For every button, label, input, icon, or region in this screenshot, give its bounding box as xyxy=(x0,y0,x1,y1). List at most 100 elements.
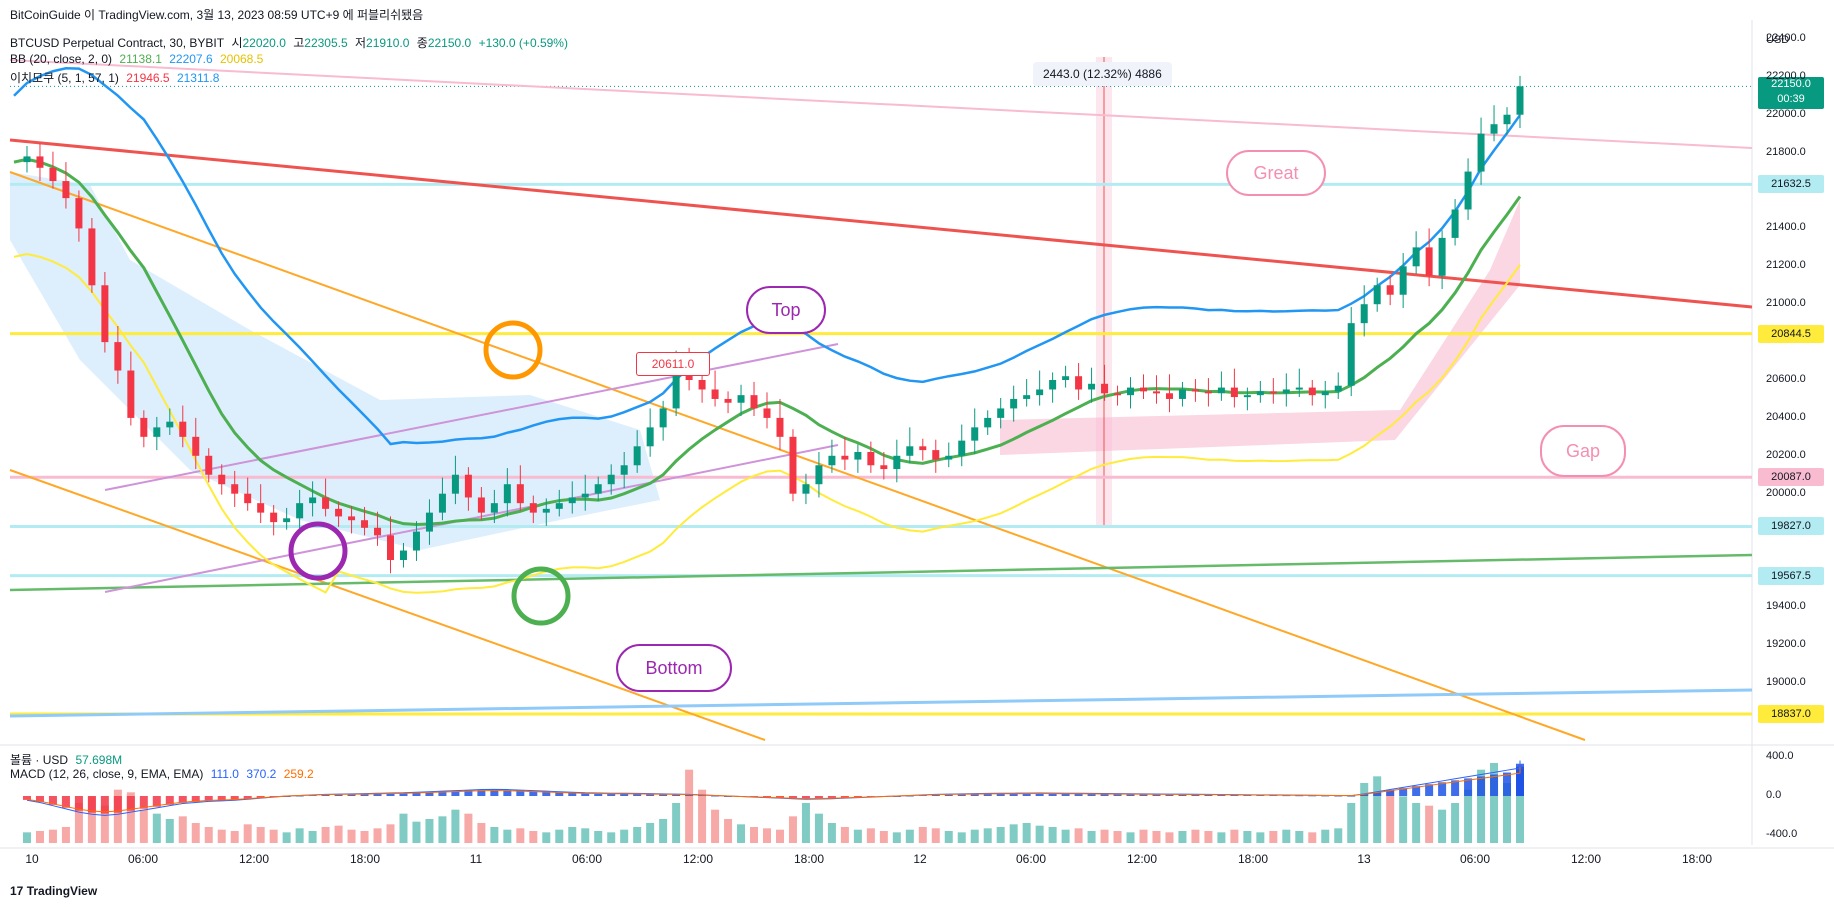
macd-histogram-bar xyxy=(139,796,148,809)
candle-body xyxy=(750,395,758,409)
candle-body xyxy=(607,474,615,485)
volume-bar xyxy=(788,816,797,843)
volume-bar xyxy=(74,803,83,843)
bb-lower-value: 20068.5 xyxy=(219,52,264,66)
macd-histogram-bar xyxy=(1204,794,1213,796)
candle-body xyxy=(477,497,485,513)
price-badge[interactable]: 22150.0 00:39 xyxy=(1758,77,1824,110)
volume-bars xyxy=(22,763,1524,843)
descending-channel-top xyxy=(9,171,1586,741)
candle-body xyxy=(620,465,628,475)
macd-histogram-bar xyxy=(373,793,382,796)
price-badge[interactable]: 18837.0 xyxy=(1758,705,1824,724)
gap-bubble[interactable]: Gap xyxy=(1540,425,1626,477)
volume-bar xyxy=(243,824,252,843)
macd-histogram-bar xyxy=(204,796,213,801)
volume-name: 볼륨 · USD xyxy=(10,753,69,767)
volume-bar xyxy=(1100,829,1109,843)
macd-legend[interactable]: MACD (12, 26, close, 9, EMA, EMA) 111.0 … xyxy=(10,767,318,781)
low-label: 저 xyxy=(355,36,367,50)
top-bubble[interactable]: Top xyxy=(746,286,826,334)
volume-bar xyxy=(1165,832,1174,843)
candle-body xyxy=(802,484,810,494)
volume-bar xyxy=(1152,831,1161,843)
volume-bar xyxy=(321,827,330,843)
candle-body xyxy=(322,497,330,509)
macd-histogram-bar xyxy=(191,796,200,802)
volume-bar xyxy=(61,827,70,843)
bb-upper-value: 22207.6 xyxy=(169,52,213,66)
volume-legend[interactable]: 볼륨 · USD 57.698M xyxy=(10,751,126,768)
annotations xyxy=(288,320,571,626)
macd-histogram-bar xyxy=(814,796,823,799)
price-tag[interactable]: 20611.0 xyxy=(636,352,710,376)
ichimoku-cloud xyxy=(10,56,1520,550)
candle-body xyxy=(1140,387,1147,392)
price-badge[interactable]: 19567.5 xyxy=(1758,566,1824,585)
volume-bar xyxy=(477,823,486,843)
volume-bar xyxy=(581,828,590,843)
candle-body xyxy=(659,408,667,428)
great-bubble[interactable]: Great xyxy=(1226,150,1326,196)
candle-body xyxy=(1178,389,1186,399)
volume-bar xyxy=(1178,831,1187,843)
price-badge[interactable]: 19827.0 xyxy=(1758,517,1824,536)
volume-bar xyxy=(879,831,888,843)
volume-bar xyxy=(22,832,31,843)
macd-histogram-bar xyxy=(685,794,694,796)
candle-body xyxy=(127,370,135,418)
volume-bar xyxy=(425,819,434,843)
candle-body xyxy=(1049,380,1057,390)
macd-histogram-bar xyxy=(321,794,330,796)
price-badge-value: 20844.5 xyxy=(1771,327,1811,340)
high-label: 고 xyxy=(293,36,305,50)
volume-bar xyxy=(1126,832,1135,843)
macd-histogram-bar xyxy=(1464,778,1473,796)
candle-body xyxy=(594,484,602,494)
price-badge[interactable]: 20087.0 xyxy=(1758,468,1824,487)
volume-bar xyxy=(295,828,304,843)
volume-bar xyxy=(827,823,836,843)
volume-bar xyxy=(178,816,187,843)
macd-histogram-bar xyxy=(853,796,862,798)
volume-bar xyxy=(217,829,226,843)
volume-bar xyxy=(594,831,603,843)
candle-body xyxy=(1334,385,1342,392)
candle-body xyxy=(1438,237,1446,276)
candle-body xyxy=(114,342,122,371)
ichimoku-legend[interactable]: 이치모쿠 (5, 1, 57, 1) 21946.5 21311.8 xyxy=(10,69,223,86)
volume-bar xyxy=(1295,831,1304,843)
macd-histogram-bar xyxy=(360,793,369,796)
x-tick-label: 12:00 xyxy=(1126,852,1158,866)
candle-body xyxy=(1075,376,1083,390)
y-tick-label: 21400.0 xyxy=(1766,221,1806,234)
price-badge-countdown: 00:39 xyxy=(1777,93,1805,106)
neutral-face-icon xyxy=(288,521,348,581)
volume-bar xyxy=(866,828,875,843)
macd-histogram-bar xyxy=(399,793,408,796)
price-badge[interactable]: 21632.5 xyxy=(1758,175,1824,194)
close-label: 종 xyxy=(416,36,428,50)
price-badge[interactable]: 20844.5 xyxy=(1758,324,1824,343)
bb-legend[interactable]: BB (20, close, 2, 0) 21138.1 22207.6 200… xyxy=(10,52,267,66)
macd-histogram-bar xyxy=(1490,774,1499,796)
volume-bar xyxy=(1334,828,1343,843)
tradingview-brand[interactable]: 17 TradingView xyxy=(10,884,97,898)
volume-bar xyxy=(737,824,746,843)
bottom-bubble[interactable]: Bottom xyxy=(616,644,732,692)
macd-histogram-bar xyxy=(1217,794,1226,796)
volume-bar xyxy=(892,832,901,843)
candle-body xyxy=(828,455,836,466)
candle-body xyxy=(958,440,966,456)
volume-bar xyxy=(542,832,551,843)
symbol-legend[interactable]: BTCUSD Perpetual Contract, 30, BYBIT 시22… xyxy=(10,34,572,51)
macd-histogram-bar xyxy=(386,793,395,796)
candle-body xyxy=(1308,387,1316,396)
candle-body xyxy=(1230,387,1238,398)
macd-name: MACD (12, 26, close, 9, EMA, EMA) xyxy=(10,767,204,781)
volume-bar xyxy=(1217,832,1226,843)
macd-histogram-bar xyxy=(217,796,226,801)
macd-histogram-bar xyxy=(1438,782,1447,796)
volume-bar xyxy=(931,828,940,843)
